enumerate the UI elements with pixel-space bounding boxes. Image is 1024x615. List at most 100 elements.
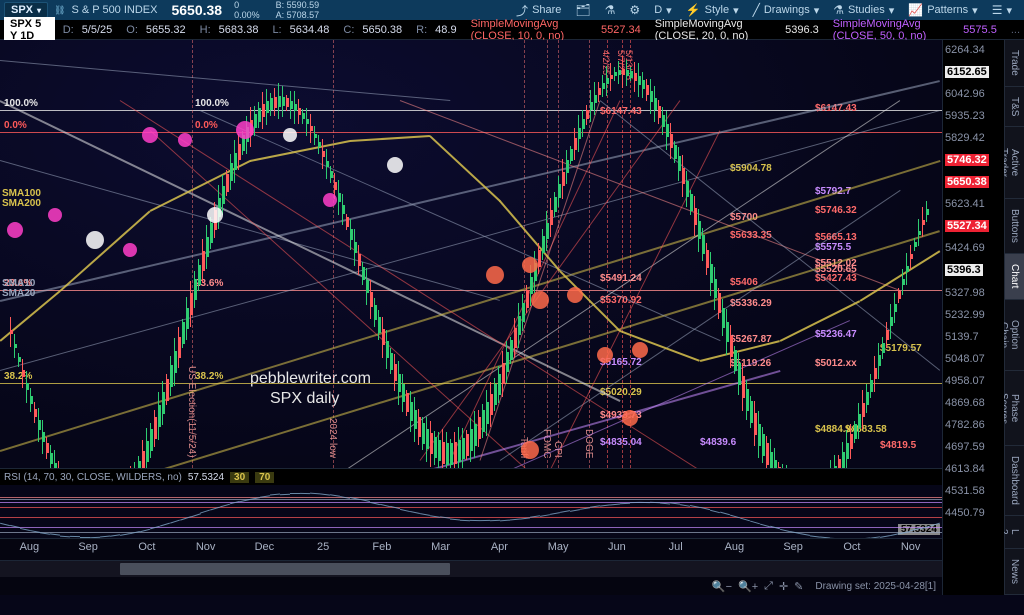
fit-width-icon[interactable]: ⤢ (764, 580, 773, 593)
rsi-value-line (480, 520, 490, 521)
date-axis-label[interactable]: Oct (843, 541, 860, 553)
share-button[interactable]: ⤴ Share (516, 2, 561, 19)
swing-marker (622, 410, 638, 426)
date-axis-label[interactable]: Aug (20, 541, 40, 553)
rsi-value-line (280, 493, 290, 495)
rsi-value-line (270, 494, 280, 496)
tab-news[interactable]: News (1005, 549, 1024, 595)
rsi-indicator-pane[interactable]: RSI (14, 70, 30, CLOSE, WILDERS, no) 57.… (0, 469, 942, 539)
pencil-icon[interactable]: ✎ (794, 580, 803, 593)
candlestick-wick (514, 318, 515, 358)
sma20-legend[interactable]: SimpleMovingAvg (CLOSE, 20, 0, no) (655, 18, 777, 42)
candlestick-wick (854, 421, 855, 443)
candlestick-wick (166, 374, 167, 405)
candlestick-wick (174, 338, 175, 386)
zoom-in-icon[interactable]: 🔍+ (738, 580, 758, 593)
depth-button[interactable]: D ▾ (654, 4, 671, 17)
date-axis-label[interactable]: Sep (78, 541, 98, 553)
candlestick-wick (438, 432, 439, 469)
candlestick-wick (226, 170, 227, 196)
candlestick-wick (734, 346, 735, 374)
date-axis-label[interactable]: Oct (138, 541, 155, 553)
tab-t&s[interactable]: T&S (1005, 87, 1024, 127)
crosshair-icon[interactable]: ✛ (779, 580, 788, 593)
candlestick-wick (586, 105, 587, 125)
price-axis[interactable]: 6264.34 6152.65 6042.96 5935.23 5829.42 5746.… (942, 40, 1004, 595)
rsi-lower-band[interactable]: 30 (230, 472, 249, 483)
sma50-legend[interactable]: SimpleMovingAvg (CLOSE, 50, 0, no) (833, 18, 955, 42)
candlestick-wick (770, 439, 771, 469)
candlestick-wick (194, 271, 195, 309)
date-axis-label[interactable]: Aug (725, 541, 745, 553)
list-menu-button[interactable]: ☰ ▾ (992, 3, 1012, 17)
price-tick-label: 6264.34 (945, 44, 985, 56)
candlestick-wick (666, 111, 667, 150)
date-axis-label[interactable]: Dec (255, 541, 275, 553)
flask-button[interactable]: ⚗ (605, 3, 616, 17)
rsi-value-line (800, 533, 810, 536)
patterns-button[interactable]: 📈 Patterns ▾ (908, 3, 977, 17)
candlestick-wick (378, 310, 379, 340)
horizontal-scrollbar[interactable] (0, 561, 942, 577)
date-axis-label[interactable]: Nov (901, 541, 921, 553)
event-annotation-label: US Election(11/5/24) (186, 366, 197, 458)
rsi-value-line (460, 519, 470, 521)
scrollbar-thumb[interactable] (120, 563, 450, 575)
date-axis-label[interactable]: May (548, 541, 569, 553)
candlestick-wick (546, 211, 547, 252)
sma-legend-label: SMA20 (2, 288, 35, 299)
candlestick-wick (314, 126, 315, 145)
tab-phase-scores[interactable]: Phase Scores (1005, 371, 1024, 446)
drawings-button[interactable]: ╱ Drawings ▾ (753, 3, 820, 17)
date-axis-label[interactable]: Jul (669, 541, 683, 553)
tab-buttons[interactable]: Buttons (1005, 199, 1024, 254)
candlestick-wick (494, 378, 495, 410)
candlestick-wick (318, 135, 319, 154)
tab-dashboard[interactable]: Dashboard (1005, 446, 1024, 516)
candlestick-wick (670, 123, 671, 159)
date-axis-label[interactable]: Jun (608, 541, 626, 553)
candlestick-wick (10, 317, 11, 347)
rsi-upper-band[interactable]: 70 (255, 472, 274, 483)
candlestick-wick (266, 89, 267, 125)
layout-button[interactable]: 🗂 (575, 3, 590, 17)
candlestick-wick (142, 440, 143, 469)
style-button[interactable]: ⚡ Style ▾ (686, 3, 739, 17)
tab-option-chain[interactable]: Option Chain (1005, 300, 1024, 372)
date-axis-label[interactable]: 25 (317, 541, 329, 553)
settings-button[interactable]: ⚙ (629, 3, 640, 17)
swing-marker (48, 208, 62, 222)
date-axis-label[interactable]: Sep (783, 541, 803, 553)
price-tick-label: 5746.32 (945, 154, 989, 166)
candlestick-wick (350, 219, 351, 251)
studies-button[interactable]: ⚗ Studies ▾ (833, 3, 894, 17)
candlestick-wick (18, 353, 19, 367)
candlestick-wick (702, 228, 703, 262)
date-axis-label[interactable]: Mar (431, 541, 450, 553)
price-chart-pane[interactable]: pebblewriter.com SPX daily 0.0% 0.0% 23.6%… (0, 40, 942, 469)
link-icon[interactable]: ⛓ (54, 5, 63, 16)
timeframe-tag[interactable]: SPX 5 Y 1D (4, 17, 55, 43)
candlestick-wick (610, 63, 611, 91)
tab-chart[interactable]: Chart (1005, 254, 1024, 299)
candlestick-wick (330, 166, 331, 184)
candlestick-wick (322, 139, 323, 170)
tab-active-trader[interactable]: Active Trader (1005, 127, 1024, 199)
candlestick-wick (574, 128, 575, 160)
date-axis-label[interactable]: Feb (372, 541, 391, 553)
candlestick-wick (554, 192, 555, 217)
tab-l-2[interactable]: L 2 (1005, 516, 1024, 549)
right-tab-strip: TradeT&SActive TraderButtonsChartOption … (1004, 40, 1024, 595)
candlestick-wick (342, 194, 343, 224)
watermark-subtext: SPX daily (270, 390, 339, 408)
date-axis-label[interactable]: Nov (196, 541, 216, 553)
date-axis-label[interactable]: Apr (491, 541, 508, 553)
tab-trade[interactable]: Trade (1005, 40, 1024, 87)
zoom-out-icon[interactable]: 🔍− (712, 580, 732, 593)
candlestick-wick (454, 432, 455, 469)
candlestick-wick (26, 371, 27, 403)
sma10-legend[interactable]: SimpleMovingAvg (CLOSE, 10, 0, no) (471, 18, 593, 42)
candlestick-wick (50, 445, 51, 469)
candlestick-wick (562, 159, 563, 198)
date-axis[interactable]: Aug Sep Oct Nov Dec 25 Feb Mar Apr May Jun Jul Aug Se… (0, 539, 942, 561)
